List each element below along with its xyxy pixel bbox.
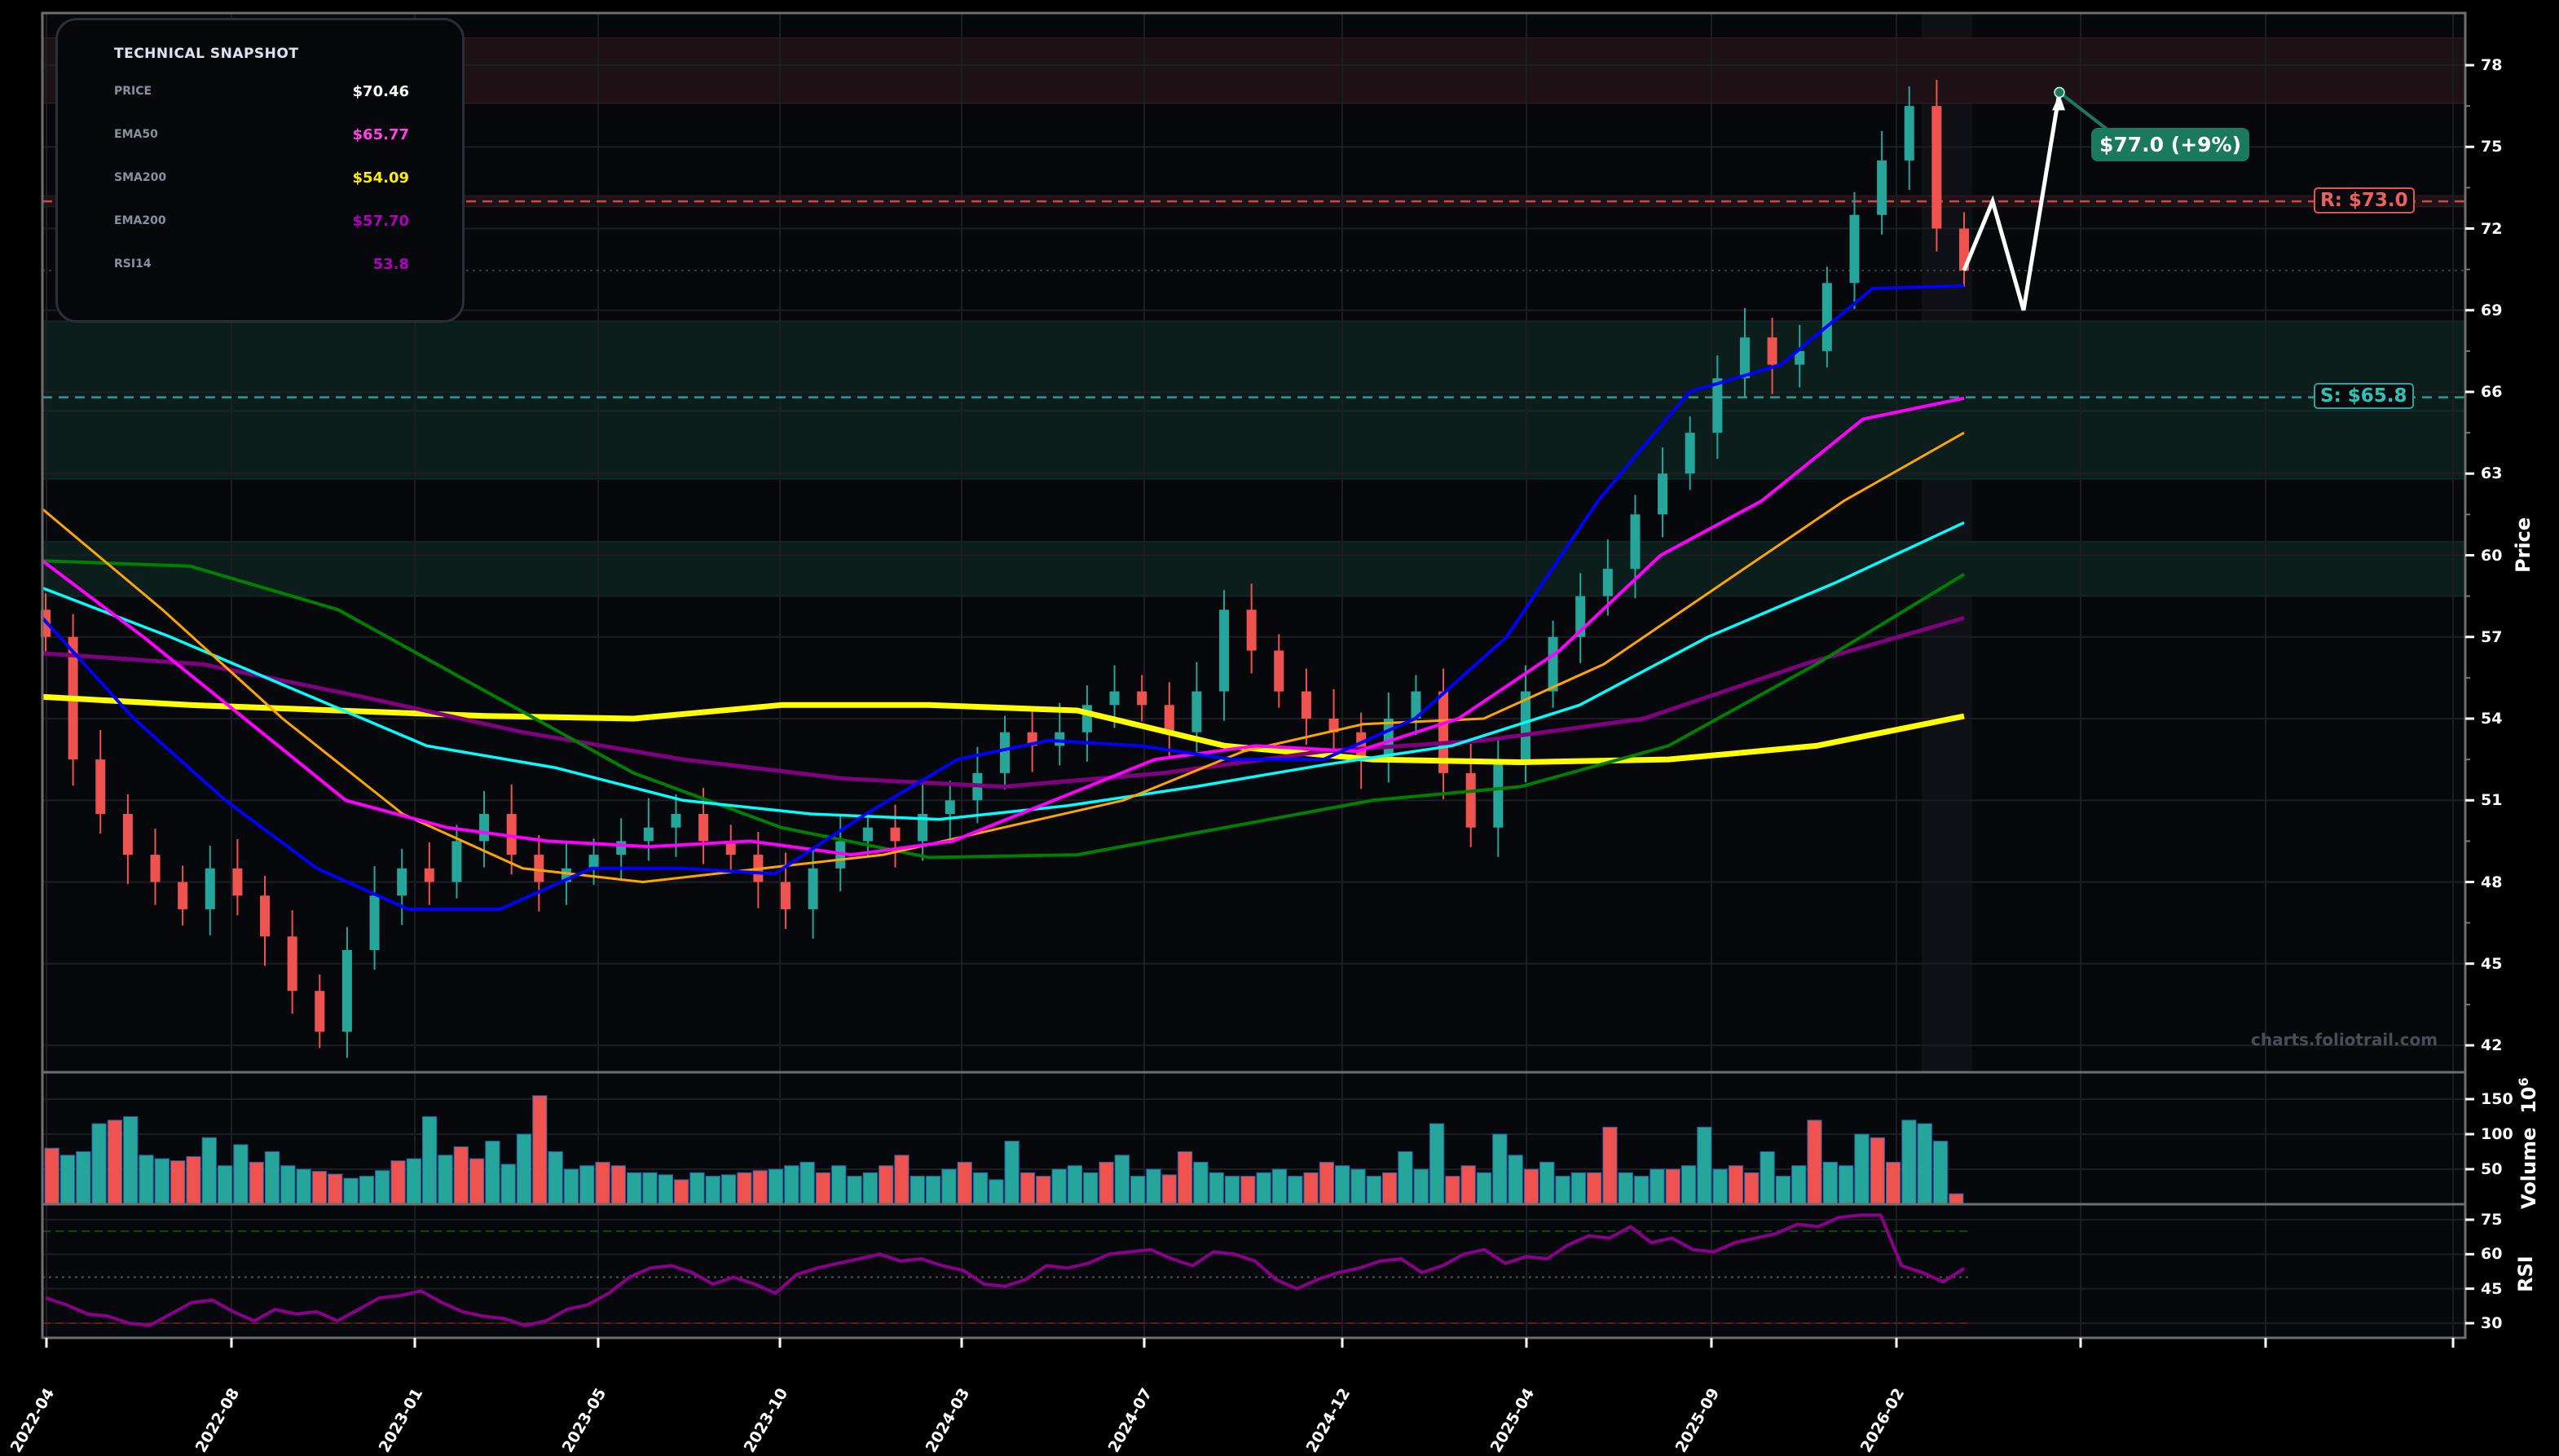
volume-tick-label: 150 [2481, 1090, 2513, 1108]
volume-bars [44, 1095, 1964, 1205]
rsi-line [45, 1213, 1966, 1327]
snapshot-row-price: PRICE $70.46 [114, 83, 409, 104]
price-tick-label: 45 [2481, 954, 2503, 973]
moving-averages [41, 284, 1966, 911]
rsi-tick-label: 60 [2481, 1245, 2503, 1264]
snapshot-title: TECHNICAL SNAPSHOT [114, 46, 299, 62]
snapshot-label: RSI14 [114, 257, 152, 271]
snapshot-value: $54.09 [352, 169, 409, 187]
snapshot-row-rsi14: RSI14 53.8 [114, 256, 409, 277]
price-tick-label: 66 [2481, 383, 2503, 401]
volume-axis-label: Volume [2517, 1127, 2540, 1209]
rsi-tick-label: 45 [2481, 1279, 2503, 1298]
snapshot-value: $65.77 [352, 126, 409, 143]
level-lines [42, 200, 2465, 1324]
axis-ticks [45, 64, 2474, 1348]
volume-tick-label: 100 [2481, 1125, 2513, 1143]
price-tick-label: 51 [2481, 791, 2503, 810]
volume-exponent: 10 [2517, 1086, 2540, 1114]
volume-tick-label: 50 [2481, 1160, 2503, 1178]
technical-snapshot-panel [55, 18, 465, 323]
price-tick-label: 57 [2481, 627, 2503, 646]
price-tick-label: 42 [2481, 1036, 2503, 1054]
snapshot-row-sma200: SMA200 $54.09 [114, 169, 409, 191]
price-tick-label: 69 [2481, 301, 2503, 319]
price-tick-label: 72 [2481, 219, 2503, 238]
snapshot-value: $57.70 [352, 213, 409, 230]
volume-axis-title: Volume 106 [2516, 1077, 2540, 1209]
price-tick-label: 54 [2481, 710, 2503, 728]
resistance-label: R: $73.0 [2314, 187, 2415, 213]
snapshot-label: EMA200 [114, 214, 166, 227]
volume-exponent-power: 6 [2516, 1077, 2531, 1087]
price-tick-label: 78 [2481, 56, 2503, 74]
price-axis-title: Price [2512, 517, 2535, 573]
support-label: S: $65.8 [2314, 383, 2414, 409]
snapshot-row-ema50: EMA50 $65.77 [114, 126, 409, 147]
price-tick-label: 75 [2481, 138, 2503, 156]
snapshot-row-ema200: EMA200 $57.70 [114, 213, 409, 234]
price-tick-label: 60 [2481, 546, 2503, 565]
snapshot-label: EMA50 [114, 128, 158, 141]
grid-lines [42, 13, 2465, 1338]
price-tick-label: 48 [2481, 873, 2503, 891]
watermark: charts.foliotrail.com [2251, 1030, 2438, 1049]
snapshot-label: PRICE [114, 85, 152, 98]
panel-frames [41, 11, 2467, 1339]
rsi-tick-label: 30 [2481, 1314, 2503, 1332]
snapshot-value: 53.8 [372, 256, 409, 273]
rsi-axis-title: RSI [2514, 1256, 2537, 1292]
snapshot-label: SMA200 [114, 171, 167, 184]
rsi-tick-label: 75 [2481, 1211, 2503, 1229]
price-target-badge: $77.0 (+9%) [2091, 128, 2250, 161]
snapshot-value: $70.46 [352, 83, 409, 100]
rsi-panel [42, 1204, 2465, 1338]
price-tick-label: 63 [2481, 464, 2503, 483]
